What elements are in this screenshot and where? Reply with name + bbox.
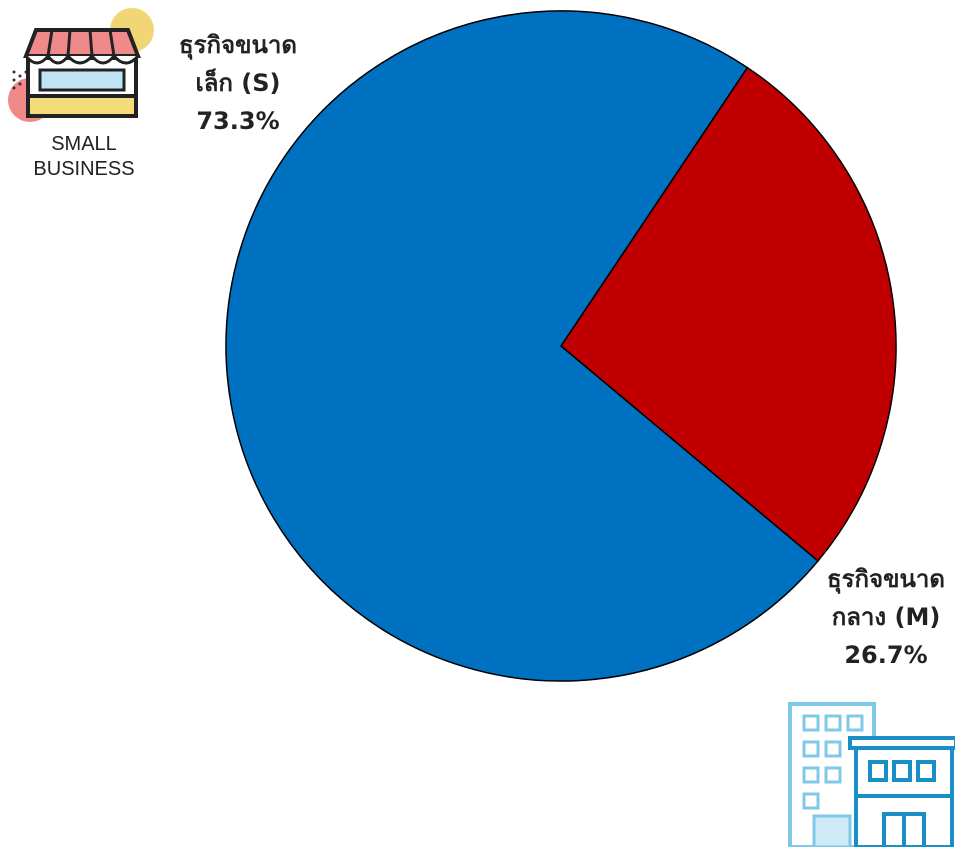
slice-label-medium-line2: กลาง (M) xyxy=(831,603,941,631)
slice-label-small: ธุรกิจขนาด เล็ก (S) 73.3% xyxy=(168,26,308,140)
slice-label-medium: ธุรกิจขนาด กลาง (M) 26.7% xyxy=(810,560,961,674)
small-business-shop-icon xyxy=(8,8,154,122)
pie-slice-medium xyxy=(560,66,897,563)
slice-label-small-line2: เล็ก (S) xyxy=(195,69,281,97)
slice-label-medium-value: 26.7% xyxy=(844,641,928,669)
slice-label-small-line1: ธุรกิจขนาด xyxy=(178,31,297,59)
small-business-caption-line2: BUSINESS xyxy=(33,158,135,180)
small-business-caption-line1: SMALL xyxy=(51,133,117,155)
slice-label-small-value: 73.3% xyxy=(196,107,280,135)
slice-label-medium-line1: ธุรกิจขนาด xyxy=(826,565,945,593)
pie-slice-small xyxy=(225,10,819,682)
office-building-icon xyxy=(788,702,955,847)
small-business-caption: SMALL BUSINESS xyxy=(14,132,154,182)
